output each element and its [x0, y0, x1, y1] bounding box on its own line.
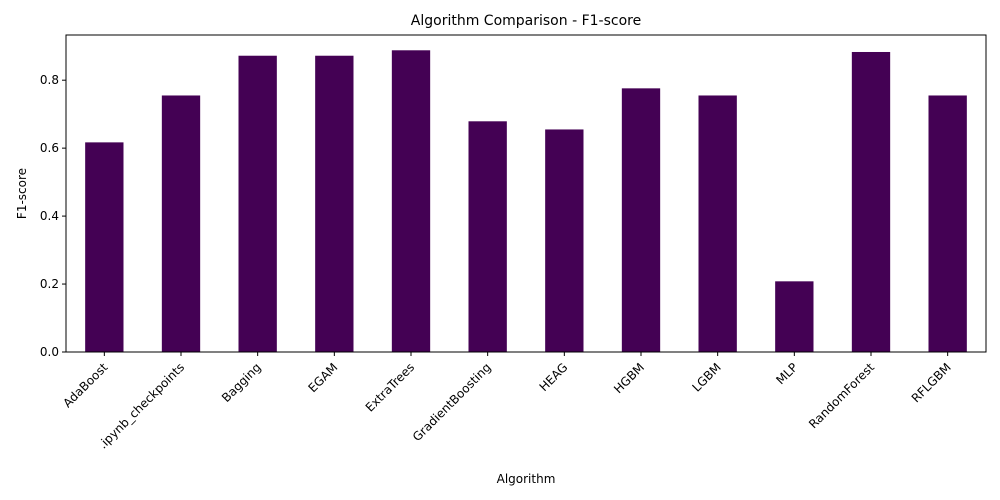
x-tick-label: RFLGBM — [909, 360, 954, 405]
x-tick-label: ExtraTrees — [363, 360, 417, 414]
bar-ipynb-checkpoints — [161, 95, 201, 352]
y-tick-label: 0.4 — [40, 209, 59, 223]
bar-randomforest — [851, 51, 891, 352]
x-tick-label: HEAG — [537, 360, 571, 394]
bar-rflgbm — [928, 95, 967, 352]
x-axis-ticks: AdaBoost.ipynb_checkpoints Bagging EGAM Ext… — [60, 352, 954, 451]
x-tick-label: AdaBoost — [60, 360, 110, 410]
y-axis-label: F1-score — [15, 168, 29, 219]
plot-frame — [65, 34, 987, 353]
chart-title: Algorithm Comparison - F1-score — [411, 13, 641, 29]
bar-heag — [545, 129, 584, 352]
bar-bagging — [238, 55, 277, 352]
x-tick-label: MLP — [773, 360, 800, 387]
bar-hgbm — [621, 88, 661, 352]
y-tick-label: 0.0 — [40, 345, 59, 359]
bar-lgbm — [698, 95, 737, 352]
x-tick-label: .ipynb_checkpoints — [96, 360, 187, 451]
x-tick-label: Bagging — [219, 360, 264, 405]
bars-group — [85, 50, 967, 352]
y-tick-label: 0.2 — [40, 277, 59, 291]
y-tick-label: 0.8 — [40, 73, 59, 87]
x-tick-label: EGAM — [305, 360, 340, 395]
y-tick-label: 0.6 — [40, 141, 59, 155]
x-tick-label: HGBM — [611, 360, 647, 396]
x-tick-label: LGBM — [689, 360, 723, 394]
bar-extratrees — [391, 50, 431, 352]
bar-mlp — [775, 281, 814, 352]
x-tick-label: GradientBoosting — [410, 360, 494, 444]
bar-gradientboosting — [468, 121, 507, 352]
x-tick-label: RandomForest — [806, 360, 877, 431]
y-axis-ticks: 0.0 0.2 0.4 0.6 0.8 — [40, 73, 66, 359]
bar-adaboost — [85, 142, 124, 352]
x-axis-label: Algorithm — [497, 472, 556, 486]
bar-egam — [315, 55, 354, 352]
